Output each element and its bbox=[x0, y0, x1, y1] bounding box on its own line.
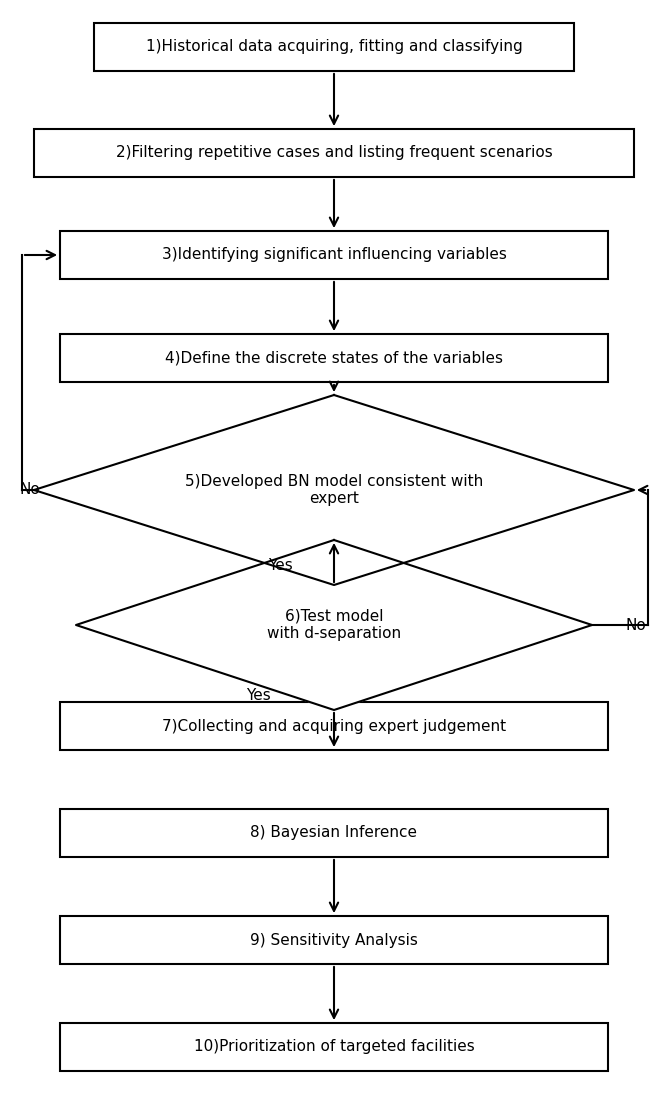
Text: 4)Define the discrete states of the variables: 4)Define the discrete states of the vari… bbox=[165, 351, 503, 366]
Text: 9) Sensitivity Analysis: 9) Sensitivity Analysis bbox=[250, 932, 418, 947]
FancyBboxPatch shape bbox=[34, 129, 634, 177]
Text: Yes: Yes bbox=[268, 557, 293, 573]
Text: 2)Filtering repetitive cases and listing frequent scenarios: 2)Filtering repetitive cases and listing… bbox=[116, 145, 552, 160]
FancyBboxPatch shape bbox=[60, 702, 608, 750]
FancyBboxPatch shape bbox=[60, 809, 608, 857]
FancyBboxPatch shape bbox=[60, 334, 608, 382]
Text: Yes: Yes bbox=[246, 688, 271, 702]
Text: No: No bbox=[19, 482, 40, 498]
Text: 10)Prioritization of targeted facilities: 10)Prioritization of targeted facilities bbox=[194, 1040, 474, 1055]
FancyBboxPatch shape bbox=[60, 915, 608, 964]
Text: 7)Collecting and acquiring expert judgement: 7)Collecting and acquiring expert judgem… bbox=[162, 719, 506, 733]
FancyBboxPatch shape bbox=[94, 23, 574, 71]
Polygon shape bbox=[34, 395, 634, 585]
FancyBboxPatch shape bbox=[60, 1023, 608, 1072]
Text: 1)Historical data acquiring, fitting and classifying: 1)Historical data acquiring, fitting and… bbox=[146, 40, 522, 55]
Text: 6)Test model
with d-separation: 6)Test model with d-separation bbox=[267, 609, 401, 641]
Text: No: No bbox=[626, 618, 647, 633]
Text: 8) Bayesian Inference: 8) Bayesian Inference bbox=[250, 825, 418, 841]
Text: 3)Identifying significant influencing variables: 3)Identifying significant influencing va… bbox=[162, 247, 506, 263]
Polygon shape bbox=[76, 540, 592, 710]
Text: 5)Developed BN model consistent with
expert: 5)Developed BN model consistent with exp… bbox=[185, 474, 483, 507]
FancyBboxPatch shape bbox=[60, 231, 608, 279]
